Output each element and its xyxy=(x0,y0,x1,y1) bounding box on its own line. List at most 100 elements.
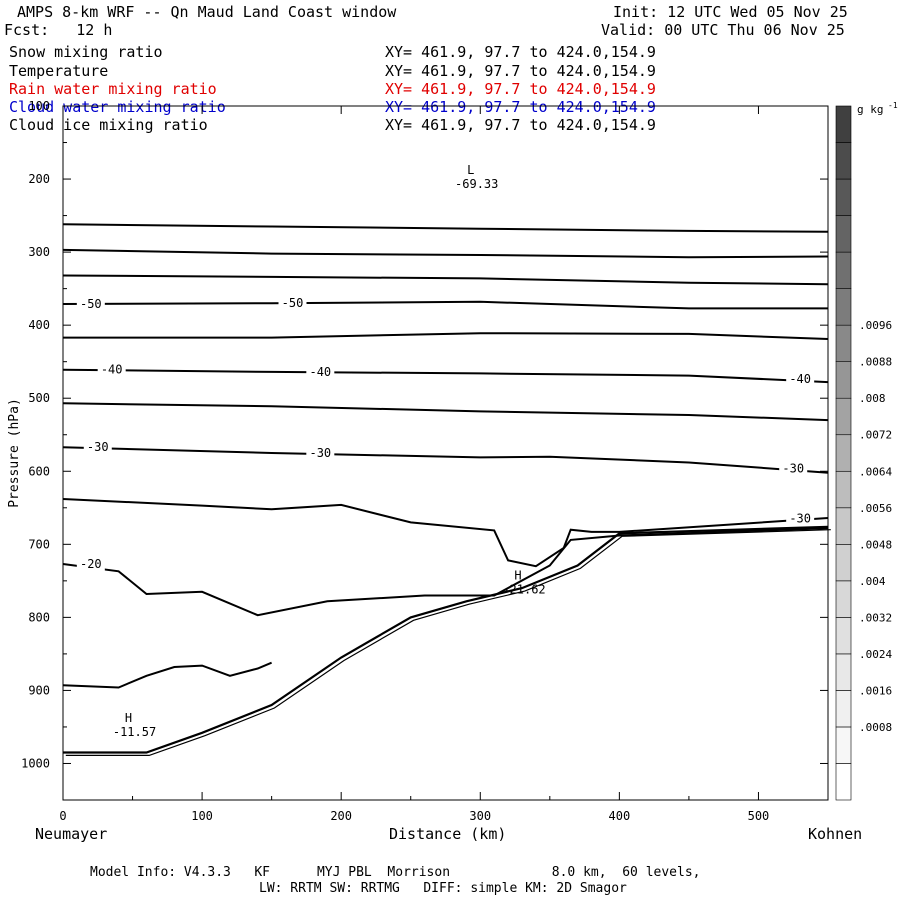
colorbar-swatch xyxy=(835,580,852,618)
colorbar-swatch xyxy=(835,397,852,436)
left-endpoint-label: Neumayer xyxy=(35,825,108,843)
field-name-temperature: Temperature xyxy=(9,62,109,80)
extremum-value: -69.33 xyxy=(455,177,498,191)
isotherm-line xyxy=(62,446,829,474)
field-xy-rain: XY= 461.9, 97.7 to 424.0,154.9 xyxy=(385,80,656,98)
low-marker: L xyxy=(467,163,474,177)
init-time: Init: 12 UTC Wed 05 Nov 25 xyxy=(613,3,848,21)
model-info-line2: LW: RRTM SW: RRTMG DIFF: simple KM: 2D S… xyxy=(259,881,627,896)
contour-label-bg xyxy=(786,510,815,526)
colorbar-tick-label: .0008 xyxy=(859,721,892,734)
colorbar-swatch xyxy=(835,105,852,143)
contour-label-bg xyxy=(76,295,105,311)
x-tick-label: 300 xyxy=(469,809,491,823)
y-axis-label: Pressure (hPa) xyxy=(7,398,22,508)
valid-time: Valid: 00 UTC Thu 06 Nov 25 xyxy=(601,21,845,39)
contour-layer xyxy=(62,223,831,756)
isotherm-line xyxy=(62,402,829,422)
colorbar-swatch xyxy=(835,288,852,326)
x-axis-label: Distance (km) xyxy=(389,825,507,843)
x-tick-label: 500 xyxy=(748,809,770,823)
colorbar-tick-label: .0072 xyxy=(859,429,892,442)
model-info-line1: Model Info: V4.3.3 KF MYJ PBL Morrison 8… xyxy=(90,865,701,880)
contour-label-bg xyxy=(306,445,335,460)
contour-label-bg xyxy=(786,371,815,387)
contour-label: -40 xyxy=(309,365,331,379)
contour-label: -50 xyxy=(80,297,102,311)
x-tick-label: 200 xyxy=(330,809,352,823)
plot-border xyxy=(62,105,829,801)
y-tick-label: 100 xyxy=(28,99,50,113)
y-tick-label: 400 xyxy=(28,318,50,332)
high-marker: H xyxy=(125,711,132,725)
isotherm-line xyxy=(62,274,829,286)
colorbar-tick-label: .0016 xyxy=(859,684,892,697)
isotherm-line xyxy=(62,223,829,233)
contour-label: -20 xyxy=(80,557,102,571)
contour-label: -30 xyxy=(309,446,331,460)
terrain-line-inner xyxy=(65,529,831,756)
colorbar-tick-label: .0096 xyxy=(859,319,892,332)
y-tick-label: 300 xyxy=(28,245,50,259)
colorbar-tick-label: .004 xyxy=(859,575,886,588)
y-tick-label: 700 xyxy=(28,537,50,551)
colorbar-swatch xyxy=(835,544,852,582)
contour-label: -30 xyxy=(782,461,804,475)
colorbar-swatch xyxy=(835,507,852,545)
colorbar-swatch xyxy=(835,653,852,691)
contour-label: -40 xyxy=(101,363,123,377)
colorbar-tick-label: .0048 xyxy=(859,538,892,551)
field-xy-snow: XY= 461.9, 97.7 to 424.0,154.9 xyxy=(385,43,656,61)
contour-label: -30 xyxy=(789,512,811,526)
extremum-value: -21.62 xyxy=(502,583,545,597)
field-xy-temperature: XY= 461.9, 97.7 to 424.0,154.9 xyxy=(385,62,656,80)
x-tick-label: 0 xyxy=(59,809,66,823)
x-tick-label: 400 xyxy=(609,809,631,823)
isotherm-line xyxy=(62,498,829,568)
isotherm-line xyxy=(62,300,828,310)
colorbar-tick-label: .008 xyxy=(859,392,886,405)
field-name-snow: Snow mixing ratio xyxy=(9,43,163,61)
contour-label-bg xyxy=(306,363,335,379)
colorbar-swatch xyxy=(835,361,852,399)
contour-label: -30 xyxy=(87,440,109,454)
high-marker: H xyxy=(514,569,521,583)
contour-label-bg xyxy=(779,460,808,476)
isotherm-line xyxy=(63,332,829,340)
right-endpoint-label: Kohnen xyxy=(808,825,863,843)
field-name-rain: Rain water mixing ratio xyxy=(9,80,217,98)
y-tick-label: 1000 xyxy=(21,756,50,770)
colorbar-units-sup: -1 xyxy=(888,101,898,110)
contour-label-bg xyxy=(97,361,126,377)
colorbar-swatch xyxy=(835,434,852,472)
colorbar-tick-label: .0024 xyxy=(859,648,892,661)
isotherm-line xyxy=(62,368,829,384)
contour-label: -50 xyxy=(282,296,304,310)
cloud-ice-contour xyxy=(62,661,272,689)
colorbar-swatch xyxy=(835,617,852,655)
field-name-cloud-water: Cloud water mixing ratio xyxy=(9,98,226,116)
colorbar-tick-label: .0064 xyxy=(859,465,892,478)
contour-label-bg xyxy=(76,556,105,572)
colorbar-swatch xyxy=(835,470,852,509)
contour-label-bg xyxy=(83,439,112,455)
contour-label-bg xyxy=(278,295,307,311)
terrain-line xyxy=(63,525,829,754)
field-xy-cloud-water: XY= 461.9, 97.7 to 424.0,154.9 xyxy=(385,98,656,116)
colorbar-tick-label: .0032 xyxy=(859,611,892,624)
colorbar-swatch xyxy=(835,215,852,253)
colorbar-swatch xyxy=(835,763,852,801)
forecast-hour: Fcst: 12 h xyxy=(4,21,113,39)
colorbar-swatch xyxy=(835,142,852,180)
chart-title: AMPS 8-km WRF -- Qn Maud Land Coast wind… xyxy=(17,3,397,21)
plot-frame: 0 100 200 300 400 500 100 200 300 400 500 600 700 800… xyxy=(7,99,829,823)
colorbar: .0008 .0016 .0024 .0032 .004 .0048 .0056 .0064.… xyxy=(835,101,898,801)
colorbar-swatch xyxy=(835,324,852,362)
field-name-cloud-ice: Cloud ice mixing ratio xyxy=(9,116,208,134)
colorbar-tick-label: .0088 xyxy=(859,356,892,369)
y-tick-label: 800 xyxy=(28,610,50,624)
colorbar-units: g kg xyxy=(857,103,884,116)
colorbar-swatch xyxy=(835,726,852,764)
extremum-value: -11.57 xyxy=(113,725,156,739)
